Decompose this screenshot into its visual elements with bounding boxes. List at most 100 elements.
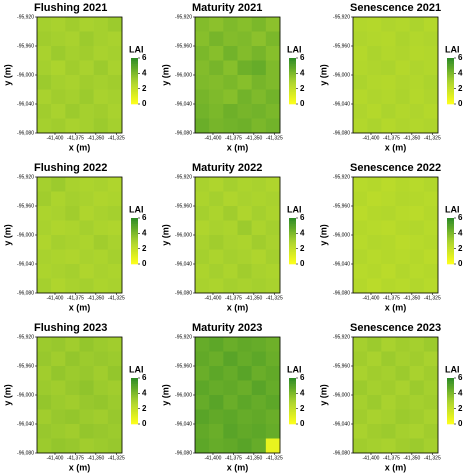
heatmap-cell — [65, 220, 80, 236]
colorbar-swatch — [447, 71, 454, 74]
colorbar-swatch — [447, 87, 454, 89]
heatmap-cell — [51, 424, 66, 439]
colorbar-tick-label: 0 — [458, 419, 463, 428]
heatmap-cell — [37, 351, 52, 367]
heatmap-cell — [395, 206, 410, 221]
heatmap-cell — [381, 31, 396, 47]
y-tick-label: -96,000 — [333, 392, 350, 398]
x-tick-label: -41,350 — [87, 135, 104, 141]
heatmap-cell — [79, 220, 94, 236]
heatmap-cell — [51, 264, 66, 279]
y-tick-label: -96,000 — [17, 72, 34, 78]
heatmap-cell — [395, 46, 410, 61]
colorbar-tick-label: 4 — [300, 388, 305, 397]
heatmap-cell — [265, 278, 281, 294]
heatmap-cell — [423, 177, 439, 192]
colorbar-swatch — [289, 90, 296, 93]
colorbar-swatch — [447, 81, 454, 83]
heatmap-cell — [367, 60, 382, 76]
heatmap-cell — [65, 17, 80, 32]
heatmap-cell — [107, 75, 123, 90]
heatmap-cell — [209, 438, 224, 454]
heatmap-cell — [381, 351, 396, 367]
heatmap-cell — [409, 278, 425, 294]
x-tick-label: -41,400 — [46, 455, 63, 461]
colorbar-swatch — [131, 250, 138, 253]
colorbar-swatch — [289, 233, 296, 236]
colorbar-swatch — [289, 402, 296, 405]
colorbar-tick-label: 6 — [142, 373, 147, 382]
heatmap-cell — [237, 31, 252, 47]
colorbar-swatch — [131, 218, 138, 220]
y-tick-label: -95,920 — [333, 174, 350, 180]
y-axis-label: y (m) — [2, 224, 12, 246]
colorbar-swatch — [289, 62, 296, 65]
colorbar-swatch — [447, 385, 454, 388]
colorbar-swatch — [447, 76, 454, 79]
colorbar-tick-label: 0 — [142, 99, 147, 108]
colorbar-swatch — [131, 414, 138, 417]
colorbar-swatch — [131, 244, 138, 246]
heatmap-cell — [395, 249, 410, 265]
heatmap-cell — [237, 177, 252, 192]
colorbar-swatch — [289, 99, 296, 102]
heatmap-cell — [209, 380, 224, 396]
colorbar-swatch — [289, 250, 296, 253]
heatmap-cell — [79, 75, 94, 90]
y-tick-label: -95,960 — [17, 363, 34, 369]
colorbar-swatch — [131, 417, 138, 420]
colorbar-swatch — [289, 239, 296, 242]
colorbar-swatch — [447, 230, 454, 233]
heatmap-cell — [265, 395, 281, 410]
heatmap-cell — [209, 249, 224, 265]
heatmap-cell — [423, 264, 439, 279]
colorbar-tick-label: 6 — [300, 373, 305, 382]
heatmap-cell — [423, 380, 439, 396]
heatmap-cell — [423, 191, 439, 207]
y-tick-label: -96,000 — [17, 232, 34, 238]
colorbar-swatch — [131, 382, 138, 385]
colorbar-swatch — [447, 218, 454, 220]
colorbar-swatch — [447, 390, 454, 393]
heatmap-cell — [93, 60, 109, 76]
x-tick-label: -41,375 — [225, 295, 242, 301]
heatmap-cell — [37, 278, 52, 294]
heatmap-cell — [423, 104, 439, 119]
colorbar-swatch — [447, 253, 454, 256]
colorbar-swatch — [289, 219, 296, 222]
heatmap-cell — [209, 351, 224, 367]
colorbar-swatch — [289, 262, 296, 265]
heatmap-cell — [381, 366, 396, 381]
colorbar-swatch — [131, 221, 138, 223]
heatmap-cell — [65, 191, 80, 207]
heatmap-cell — [93, 380, 109, 396]
x-axis-label: x (m) — [385, 462, 407, 472]
colorbar-swatch — [131, 228, 138, 231]
x-tick-label: -41,325 — [266, 455, 283, 461]
heatmap-cell — [251, 177, 267, 192]
heatmap-cell — [107, 380, 123, 396]
colorbar-swatch — [289, 391, 296, 394]
y-tick-label: -95,920 — [333, 334, 350, 340]
y-tick-label: -96,040 — [17, 101, 34, 107]
heatmap-cell — [395, 366, 410, 381]
colorbar-swatch — [447, 91, 454, 94]
heatmap-cell — [223, 191, 238, 207]
colorbar-swatch — [131, 256, 138, 259]
heatmap-cell — [381, 264, 396, 279]
heatmap-cell — [367, 75, 382, 90]
colorbar-swatch — [289, 417, 296, 420]
colorbar-swatch — [131, 388, 138, 391]
y-tick-label: -95,920 — [175, 334, 192, 340]
colorbar-swatch — [289, 420, 296, 423]
heatmap-cell — [265, 118, 281, 134]
colorbar-swatch — [289, 71, 296, 74]
heatmap-cell — [51, 235, 66, 250]
heatmap-cell — [223, 366, 238, 381]
heatmap-cell — [237, 264, 252, 279]
x-tick-label: -41,375 — [383, 455, 400, 461]
heatmap-cell — [93, 264, 109, 279]
heatmap-cell — [251, 206, 267, 221]
colorbar-swatch — [447, 88, 454, 91]
colorbar-swatch — [447, 99, 454, 102]
